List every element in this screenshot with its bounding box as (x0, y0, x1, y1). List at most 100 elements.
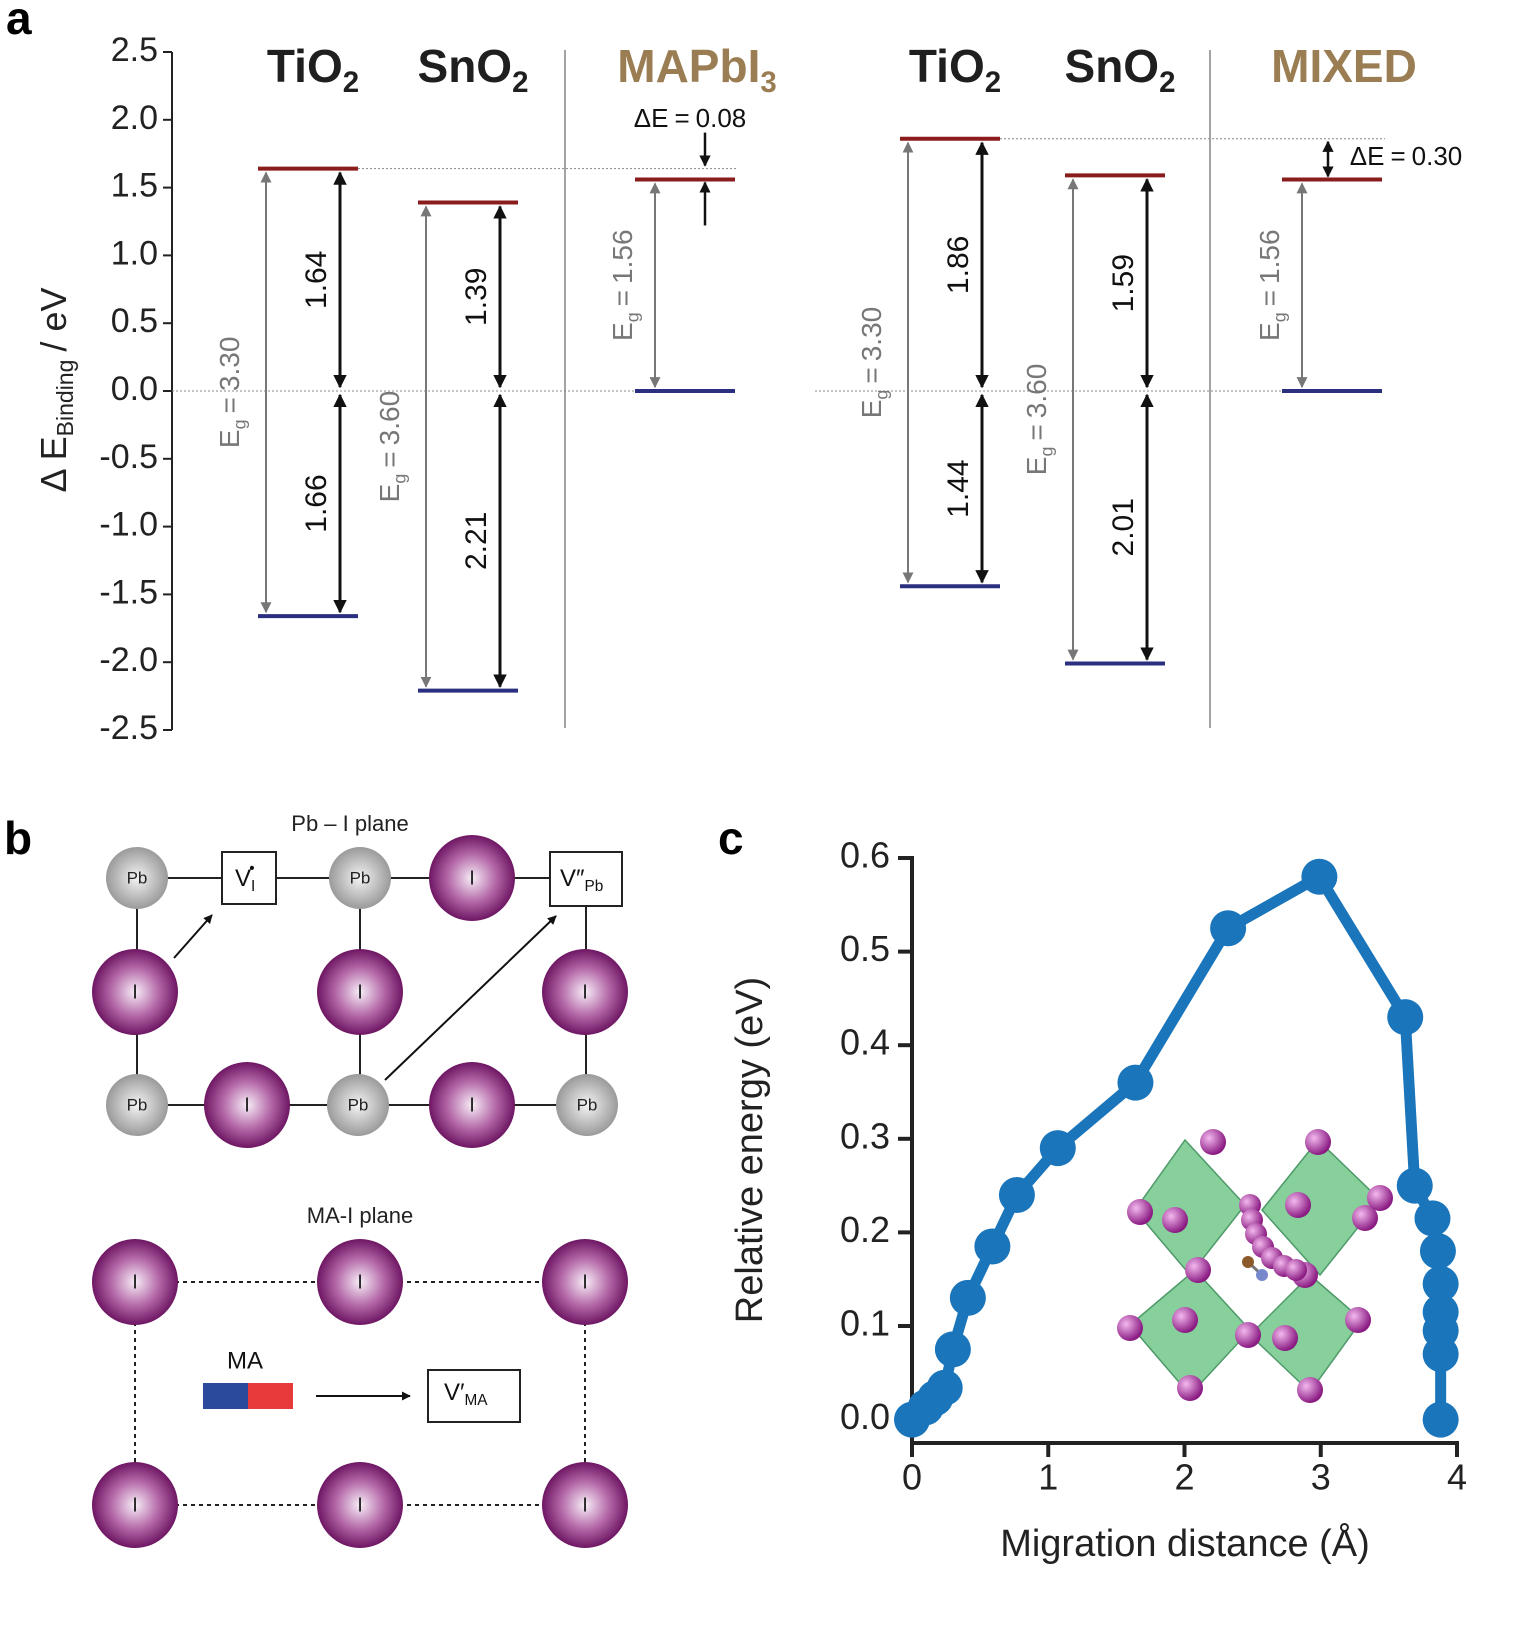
atom-label: I (357, 1271, 363, 1293)
iodine-atom (204, 1062, 290, 1148)
y-tick-label: 0.6 (840, 835, 890, 876)
atom (1172, 1307, 1198, 1333)
iodine-atom (542, 949, 628, 1035)
atom-label: I (582, 1494, 588, 1516)
material-heading: SnO2 (1065, 40, 1176, 98)
x-tick-label: 1 (1038, 1457, 1058, 1498)
data-point (1117, 1064, 1154, 1101)
material-heading: TiO2 (267, 40, 359, 98)
cb-offset-label: 1.59 (1107, 254, 1140, 312)
band-gap-label: Eg = 1.56 (1254, 229, 1289, 341)
vb-offset-label: 2.01 (1107, 498, 1140, 556)
panel-label: c (718, 812, 744, 864)
data-point (1419, 1233, 1456, 1270)
band-gap-label-part: E (1254, 322, 1285, 341)
band-gap-label-part: E (607, 322, 638, 341)
atom-label: I (582, 1271, 588, 1293)
material-heading-part: 2 (512, 66, 528, 99)
atom (1352, 1205, 1378, 1231)
vb-offset-label-part: 1.66 (300, 474, 333, 532)
ma-molecule (1242, 1256, 1268, 1281)
y-axis-label: Relative energy (eV) (729, 977, 771, 1323)
vacancy-label-part: I (251, 878, 255, 895)
x-tick-label: 3 (1311, 1457, 1331, 1498)
crystal-atoms (1117, 1129, 1393, 1403)
atom-label: I (357, 981, 363, 1003)
atom-label: I (469, 1094, 475, 1116)
atom (1162, 1207, 1188, 1233)
data-point (1422, 1401, 1459, 1438)
atom-label: Pb (127, 868, 148, 887)
cb-offset-label-part: 1.86 (942, 236, 975, 294)
data-point (1387, 999, 1424, 1036)
material-heading-part: SnO (1065, 40, 1160, 92)
delta-e-label: ΔE = 0.30 (1350, 141, 1463, 171)
iodine-atom (317, 949, 403, 1035)
band-gap-label-part: = (374, 451, 405, 467)
y-tick-label: -1.5 (99, 573, 158, 611)
material-heading-part: 2 (1159, 66, 1175, 99)
material-heading-part: 3 (760, 66, 776, 99)
lead-atom (106, 1074, 168, 1136)
delta-e-label-part: = (674, 103, 689, 133)
iodine-atom (542, 1239, 628, 1325)
cation-label: MA (227, 1347, 263, 1374)
band-gap-label-part: E (1021, 457, 1052, 476)
cb-offset-label-part: 1.59 (1107, 254, 1140, 312)
octahedron (1248, 1273, 1364, 1394)
iodine-atom (429, 1062, 515, 1148)
atom-label: I (132, 1494, 138, 1516)
cb-offset-label-part: 1.39 (460, 268, 493, 326)
delta-e-label-part: = (1390, 141, 1405, 171)
cb-offset-label: 1.86 (942, 236, 975, 294)
x-axis-label: Migration distance (Å) (1000, 1521, 1370, 1565)
y-tick-label: 0.4 (840, 1022, 890, 1063)
band-gap-label-part: 1.56 (1254, 229, 1285, 284)
band-gap-label-part: = (1021, 424, 1052, 440)
band-gap-label: Eg = 3.60 (374, 391, 409, 503)
vacancy-label-part: V′ (444, 1379, 465, 1406)
y-tick-label: 0.0 (111, 370, 158, 408)
band-gap-label-part: 3.30 (856, 307, 887, 362)
vb-offset-label: 1.44 (942, 459, 975, 517)
band-gap-label: Eg = 3.60 (1021, 364, 1056, 476)
y-axis-label-part: / eV (33, 288, 74, 352)
material-heading-part: TiO (267, 40, 343, 92)
y-tick-label: 0.5 (840, 928, 890, 969)
vacancy-box (549, 851, 623, 907)
cb-offset-label: 1.39 (460, 268, 493, 326)
panel-label: a (6, 0, 32, 44)
atom (1200, 1129, 1226, 1155)
y-tick-label: -0.5 (99, 438, 158, 476)
y-tick-label: -2.0 (99, 641, 158, 679)
atom (1117, 1315, 1143, 1341)
lead-atom (556, 1074, 618, 1136)
material-heading-part: MAPbI (617, 40, 760, 92)
band-gap-label-part: 3.60 (374, 391, 405, 446)
vb-offset-label-part: 2.21 (460, 512, 493, 570)
material-heading: MIXED (1271, 40, 1417, 92)
y-tick-label: 2.0 (111, 99, 158, 137)
data-point (1301, 858, 1338, 895)
y-tick-label: 0.1 (840, 1303, 890, 1344)
y-tick-label: 0.2 (840, 1209, 890, 1250)
atom-label: I (132, 981, 138, 1003)
y-tick-label: -2.5 (99, 709, 158, 747)
ma-cation-red (248, 1383, 293, 1409)
iodine-atom (92, 1239, 178, 1325)
vacancy-label: V″Pb (560, 865, 603, 895)
vb-offset-label-part: 2.01 (1107, 498, 1140, 556)
data-point (934, 1331, 971, 1368)
vacancy-label: V′MA (444, 1379, 488, 1409)
vb-offset-label-part: 1.44 (942, 459, 975, 517)
band-gap-label-part: E (374, 484, 405, 503)
atom-label: I (357, 1494, 363, 1516)
material-heading: TiO2 (909, 40, 1001, 98)
delta-e-label: ΔE = 0.08 (634, 103, 747, 133)
iodine-atom (92, 1462, 178, 1548)
atom-label: Pb (350, 868, 371, 887)
atom (1127, 1199, 1153, 1225)
delta-e-label-part: ΔE (1350, 141, 1385, 171)
vacancy-label-part: V″ (560, 865, 585, 892)
